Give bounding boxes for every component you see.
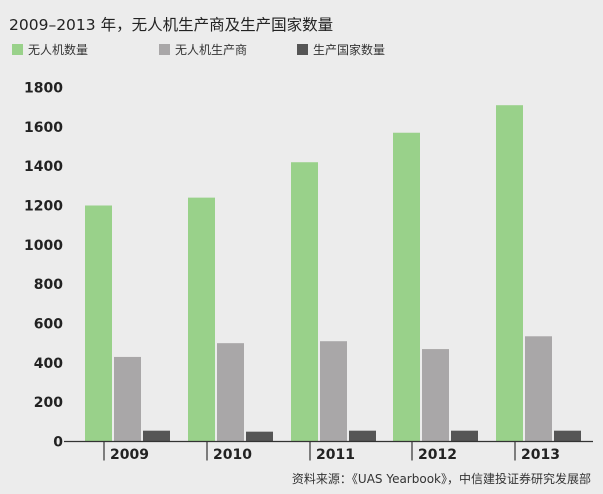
bar-2010-series-3 <box>246 431 273 442</box>
x-category-label: 2013 <box>521 447 560 463</box>
bar-2009-series-3 <box>143 430 170 442</box>
bar-2010-series-2 <box>217 343 244 442</box>
y-tick-label: 1800 <box>24 81 63 97</box>
chart-title: 2009–2013 年，无人机生产商及生产国家数量 <box>9 16 333 34</box>
bar-2011-series-3 <box>349 430 376 442</box>
x-category-label: 2010 <box>213 447 252 463</box>
bar-2012-series-2 <box>422 349 449 442</box>
bar-2012-series-1 <box>393 132 420 442</box>
bar-2009-series-1 <box>85 205 112 442</box>
y-tick-label: 1000 <box>24 238 63 254</box>
bar-2009-series-2 <box>114 356 141 442</box>
x-category-label: 2011 <box>316 447 355 463</box>
bar-2011-series-1 <box>291 162 318 442</box>
legend: 无人机数量 无人机生产商 生产国家数量 <box>12 42 385 57</box>
bar-2013-series-1 <box>496 105 523 442</box>
y-tick-label: 400 <box>34 356 63 372</box>
bar-2010-series-1 <box>188 197 215 442</box>
y-tick-label: 1600 <box>24 120 63 136</box>
x-axis: 2009 2010 2011 2012 2013 <box>64 440 593 463</box>
y-tick-label: 1400 <box>24 159 63 175</box>
y-tick-label: 800 <box>34 277 63 293</box>
y-tick-label: 200 <box>34 395 63 411</box>
y-axis-ticks: 0 200 400 600 800 1000 1200 1400 1600 1800 <box>24 81 63 451</box>
x-category-label: 2012 <box>418 447 457 463</box>
legend-label-3: 生产国家数量 <box>313 42 385 57</box>
bar-2012-series-3 <box>451 430 478 442</box>
legend-swatch-3 <box>297 44 308 55</box>
x-category-label: 2009 <box>110 447 149 463</box>
legend-label-1: 无人机数量 <box>28 42 88 57</box>
legend-swatch-1 <box>12 44 23 55</box>
y-tick-label: 600 <box>34 317 63 333</box>
y-tick-label: 0 <box>53 435 63 451</box>
legend-label-2: 无人机生产商 <box>175 42 247 57</box>
legend-swatch-2 <box>159 44 170 55</box>
bar-2011-series-2 <box>320 341 347 442</box>
y-tick-label: 1200 <box>24 199 63 215</box>
bar-2013-series-2 <box>525 336 552 442</box>
source-note: 资料来源：《UAS Yearbook》，中信建投证券研究发展部 <box>292 471 591 486</box>
bar-2013-series-3 <box>554 430 581 442</box>
bars <box>85 105 581 442</box>
